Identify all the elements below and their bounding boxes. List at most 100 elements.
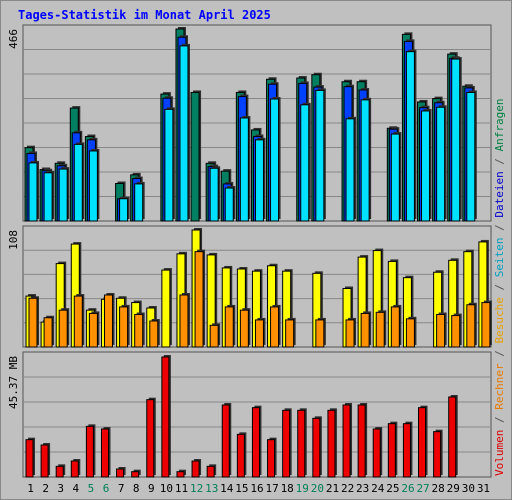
x-tick-label: 9 (148, 482, 155, 495)
x-tick-label: 19 (296, 482, 309, 495)
x-tick-label: 18 (281, 482, 294, 495)
bar-seiten (134, 183, 144, 222)
bar-rechner (360, 312, 370, 348)
bar-volumen (251, 407, 260, 478)
bar-rechner (405, 318, 415, 348)
bar-volumen (372, 428, 381, 478)
bar-rechner (436, 314, 446, 348)
bar-rechner (375, 311, 385, 348)
bar-rechner (73, 295, 83, 348)
legend-entry: / (493, 277, 506, 297)
bar-rechner (239, 309, 249, 348)
x-tick-label: 13 (205, 482, 218, 495)
bar-rechner (451, 315, 461, 348)
y-axis-max-label: 45.37 MB (7, 356, 20, 409)
bar-rechner (209, 324, 219, 348)
bar-rechner (390, 306, 400, 348)
bar-volumen (267, 439, 276, 478)
bar-rechner (103, 294, 113, 348)
bar-rechner (254, 319, 264, 348)
bar-seiten (179, 45, 189, 222)
x-tick-label: 4 (73, 482, 80, 495)
bar-rechner (270, 306, 280, 348)
bar-volumen (357, 404, 366, 478)
x-tick-label: 6 (103, 482, 110, 495)
bar-rechner (345, 319, 355, 348)
x-tick-label: 10 (160, 482, 173, 495)
x-tick-label: 7 (118, 482, 125, 495)
bar-rechner (285, 319, 295, 348)
page-title: Tages-Statistik im Monat April 2025 (18, 8, 271, 22)
bar-rechner (466, 304, 476, 348)
bar-seiten (360, 99, 370, 222)
x-tick-label: 26 (401, 482, 414, 495)
legend-entry: Anfragen (493, 98, 506, 151)
bar-rechner (149, 320, 159, 348)
bar-volumen (221, 404, 230, 478)
bar-volumen (282, 409, 291, 478)
legend-entry: / (493, 218, 506, 238)
bar-volumen (85, 425, 94, 478)
bar-seiten (436, 106, 446, 222)
bar-rechner (28, 297, 38, 348)
x-tick-label: 29 (447, 482, 460, 495)
bar-seiten (73, 143, 83, 222)
bar-seiten (224, 187, 234, 222)
legend-entry: Besuche (493, 297, 506, 343)
bar-volumen (206, 465, 215, 478)
bar-volumen (342, 404, 351, 478)
bar-rechner (194, 251, 204, 348)
x-tick-label: 17 (265, 482, 278, 495)
x-tick-label: 28 (432, 482, 445, 495)
x-tick-label: 25 (386, 482, 399, 495)
bar-seiten (209, 167, 219, 222)
x-tick-label: 12 (190, 482, 203, 495)
bar-volumen (55, 465, 64, 478)
bar-rechner (179, 294, 189, 348)
bar-seiten (88, 150, 98, 222)
x-tick-label: 16 (250, 482, 263, 495)
legend: Volumen / Rechner / Besuche / Seiten / D… (493, 98, 506, 476)
x-tick-label: 24 (371, 482, 385, 495)
bar-seiten (239, 117, 249, 222)
x-tick-label: 21 (326, 482, 339, 495)
bar-volumen (433, 431, 442, 478)
bar-anfragen (190, 91, 200, 222)
bar-seiten (164, 108, 174, 222)
bar-volumen (131, 471, 140, 478)
x-tick-label: 15 (235, 482, 248, 495)
bar-volumen (387, 423, 396, 478)
bar-seiten (43, 172, 53, 222)
legend-entry: / (493, 151, 506, 171)
bar-rechner (58, 309, 68, 348)
bar-volumen (116, 468, 125, 478)
bar-seiten (270, 98, 280, 222)
x-tick-label: 1 (27, 482, 34, 495)
legend-entry: / (493, 410, 506, 430)
bar-volumen (161, 356, 170, 478)
x-tick-label: 11 (175, 482, 188, 495)
x-tick-label: 23 (356, 482, 369, 495)
bar-volumen (236, 433, 245, 478)
bar-volumen (176, 471, 185, 478)
bar-rechner (134, 314, 144, 348)
x-tick-label: 3 (57, 482, 64, 495)
legend-entry: Seiten (493, 238, 506, 278)
bar-volumen (402, 423, 411, 478)
bar-seiten (315, 89, 325, 222)
x-tick-label: 22 (341, 482, 354, 495)
x-tick-label: 30 (462, 482, 475, 495)
bar-rechner (119, 306, 129, 348)
x-tick-label: 8 (133, 482, 140, 495)
bar-rechner (43, 317, 53, 348)
bar-volumen (100, 428, 109, 478)
legend-entry: Dateien (493, 171, 506, 217)
bar-seiten (58, 168, 68, 222)
y-axis-max-label: 466 (7, 29, 20, 49)
bar-rechner (88, 312, 98, 348)
bar-seiten (345, 118, 355, 222)
bar-seiten (28, 162, 38, 222)
bar-volumen (418, 407, 427, 478)
bar-besuche (161, 269, 171, 348)
bar-volumen (70, 460, 79, 478)
